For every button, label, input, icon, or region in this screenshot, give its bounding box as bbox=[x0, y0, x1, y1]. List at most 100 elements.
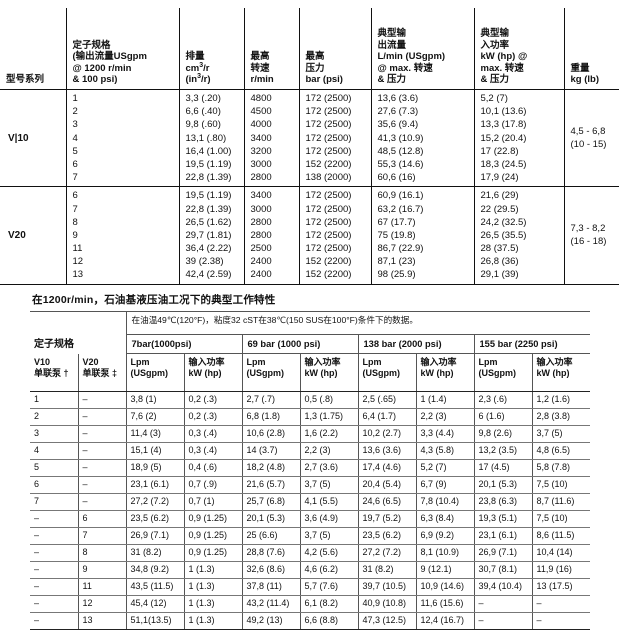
output-flow-cell: 60,9 (16.1)63,2 (16.7)67 (17.7)75 (19.8)… bbox=[371, 187, 474, 284]
cell-input-power-3: 7,5 (10) bbox=[532, 477, 590, 494]
displacement-value: 42,4 (2.59) bbox=[186, 268, 244, 281]
cell-lpm-1: 21,6 (5.7) bbox=[242, 477, 300, 494]
subheader-line: 单联泵 † bbox=[34, 368, 74, 379]
cell-input-power-2: 5,2 (7) bbox=[416, 460, 474, 477]
cell-lpm-3: 23,1 (6.1) bbox=[474, 528, 532, 545]
displacement-value: 22,8 (1.39) bbox=[186, 203, 244, 216]
th-series-line1: 型号系列 bbox=[6, 74, 44, 85]
subheader-line: 输入功率 bbox=[537, 357, 587, 368]
cell-input-power-1: 1,6 (2.2) bbox=[300, 426, 358, 443]
th-power-line3: kW (hp) @ bbox=[481, 51, 564, 63]
cell-v10-spec: – bbox=[30, 511, 78, 528]
cell-lpm-2: 17,4 (4.6) bbox=[358, 460, 416, 477]
cell-input-power-3: 7,5 (10) bbox=[532, 511, 590, 528]
th-flow-line2: 出流量 bbox=[378, 40, 474, 52]
cell-input-power-1: 3,6 (4.9) bbox=[300, 511, 358, 528]
cell-v20-spec: 12 bbox=[78, 596, 126, 613]
th-displacement: 排量 cm3/r (in3/r) bbox=[179, 8, 244, 90]
subheader-line: 输入功率 bbox=[189, 357, 238, 368]
cell-lpm-3: 26,9 (7.1) bbox=[474, 545, 532, 562]
cell-v20-spec: 9 bbox=[78, 562, 126, 579]
subheader-line: kW (hp) bbox=[421, 368, 470, 379]
input-power-value: 26,5 (35.5) bbox=[481, 229, 564, 242]
th-max-speed: 最高 转速 r/min bbox=[244, 8, 299, 90]
subheader-line: (USgpm) bbox=[247, 368, 296, 379]
table2-note-row: 在油温49℃(120°F)，粘度32 cST在38℃(150 SUS在100°F… bbox=[30, 312, 590, 335]
cell-input-power-1: 3,7 (5) bbox=[300, 477, 358, 494]
weight-value: 4,5 - 6,8 bbox=[571, 125, 619, 138]
output-flow-value: 63,2 (16.7) bbox=[378, 203, 474, 216]
th-typical-input-power: 典型输 入功率 kW (hp) @ max. 转速 & 压力 bbox=[474, 8, 564, 90]
input-power-value: 22 (29.5) bbox=[481, 203, 564, 216]
pressure-group-155bar: 155 bar (2250 psi) bbox=[474, 335, 590, 354]
stator-spec-value: 4 bbox=[73, 132, 179, 145]
max-pressure-value: 172 (2500) bbox=[306, 92, 371, 105]
cell-lpm-3: – bbox=[474, 596, 532, 613]
cell-input-power-0: 0,2 (.3) bbox=[184, 409, 242, 426]
cell-v10-spec: 2 bbox=[30, 409, 78, 426]
pressure-group-138bar: 138 bar (2000 psi) bbox=[358, 335, 474, 354]
table-row: 1–3,8 (1)0,2 (.3)2,7 (.7)0,5 (.8)2,5 (.6… bbox=[30, 392, 590, 409]
subheader-lpm-2: Lpm(USgpm) bbox=[358, 354, 416, 392]
stator-spec-value: 13 bbox=[73, 268, 179, 281]
output-flow-value: 60,9 (16.1) bbox=[378, 189, 474, 202]
cell-v20-spec: 11 bbox=[78, 579, 126, 596]
cell-v20-spec: – bbox=[78, 392, 126, 409]
cell-v20-spec: – bbox=[78, 477, 126, 494]
output-flow-value: 41,3 (10.9) bbox=[378, 132, 474, 145]
stator-spec-value: 7 bbox=[73, 203, 179, 216]
cell-v20-spec: – bbox=[78, 443, 126, 460]
th-flow-line4: @ max. 转速 bbox=[378, 63, 474, 75]
cell-input-power-0: 1 (1.3) bbox=[184, 579, 242, 596]
cell-lpm-3: 30,7 (8.1) bbox=[474, 562, 532, 579]
th-max-pressure: 最高 压力 bar (psi) bbox=[299, 8, 371, 90]
th-flow-line1: 典型输 bbox=[378, 28, 474, 40]
cell-input-power-2: 4,3 (5.8) bbox=[416, 443, 474, 460]
cell-input-power-3: 8,7 (11.6) bbox=[532, 494, 590, 511]
cell-lpm-1: 28,8 (7.6) bbox=[242, 545, 300, 562]
output-flow-value: 35,6 (9.4) bbox=[378, 118, 474, 131]
cell-v10-spec: 5 bbox=[30, 460, 78, 477]
max-pressure-value: 152 (2200) bbox=[306, 268, 371, 281]
cell-input-power-3: 13 (17.5) bbox=[532, 579, 590, 596]
output-flow-value: 75 (19.8) bbox=[378, 229, 474, 242]
max-speed-value: 4500 bbox=[251, 105, 299, 118]
cell-lpm-1: 10,6 (2.8) bbox=[242, 426, 300, 443]
cell-v10-spec: 1 bbox=[30, 392, 78, 409]
max-speed-value: 3200 bbox=[251, 145, 299, 158]
cell-input-power-1: 4,1 (5.5) bbox=[300, 494, 358, 511]
input-power-value: 15,2 (20.4) bbox=[481, 132, 564, 145]
output-flow-value: 55,3 (14.6) bbox=[378, 158, 474, 171]
cell-input-power-3: 10,4 (14) bbox=[532, 545, 590, 562]
stator-spec-value: 3 bbox=[73, 118, 179, 131]
cell-lpm-0: 23,1 (6.1) bbox=[126, 477, 184, 494]
cell-lpm-3: 17 (4.5) bbox=[474, 460, 532, 477]
max-pressure-value: 172 (2500) bbox=[306, 118, 371, 131]
cell-v10-spec: 6 bbox=[30, 477, 78, 494]
cell-lpm-3: 20,1 (5.3) bbox=[474, 477, 532, 494]
cell-v10-spec: 7 bbox=[30, 494, 78, 511]
output-flow-cell: 13,6 (3.6)27,6 (7.3)35,6 (9.4)41,3 (10.9… bbox=[371, 90, 474, 187]
th-stator-line3: @ 1200 r/min bbox=[73, 63, 179, 75]
cell-lpm-1: 32,6 (8.6) bbox=[242, 562, 300, 579]
cell-input-power-1: 0,5 (.8) bbox=[300, 392, 358, 409]
th-press-line1: 最高 bbox=[306, 51, 371, 63]
stator-spec-value: 6 bbox=[73, 158, 179, 171]
cell-lpm-0: 43,5 (11.5) bbox=[126, 579, 184, 596]
th-disp-line1: 排量 bbox=[186, 51, 244, 63]
pressure-group-7bar: 7bar(1000psi) bbox=[126, 335, 242, 354]
cell-input-power-1: 6,6 (8.8) bbox=[300, 613, 358, 630]
cell-lpm-0: 18,9 (5) bbox=[126, 460, 184, 477]
displacement-value: 6,6 (.40) bbox=[186, 105, 244, 118]
stator-spec-value: 8 bbox=[73, 216, 179, 229]
max-speed-value: 3400 bbox=[251, 189, 299, 202]
spec-sheet-page: 型号系列 定子规格 (输出流量USgpm @ 1200 r/min & 100 … bbox=[0, 0, 619, 617]
subheader-line: (USgpm) bbox=[479, 368, 528, 379]
cell-lpm-1: 25,7 (6.8) bbox=[242, 494, 300, 511]
